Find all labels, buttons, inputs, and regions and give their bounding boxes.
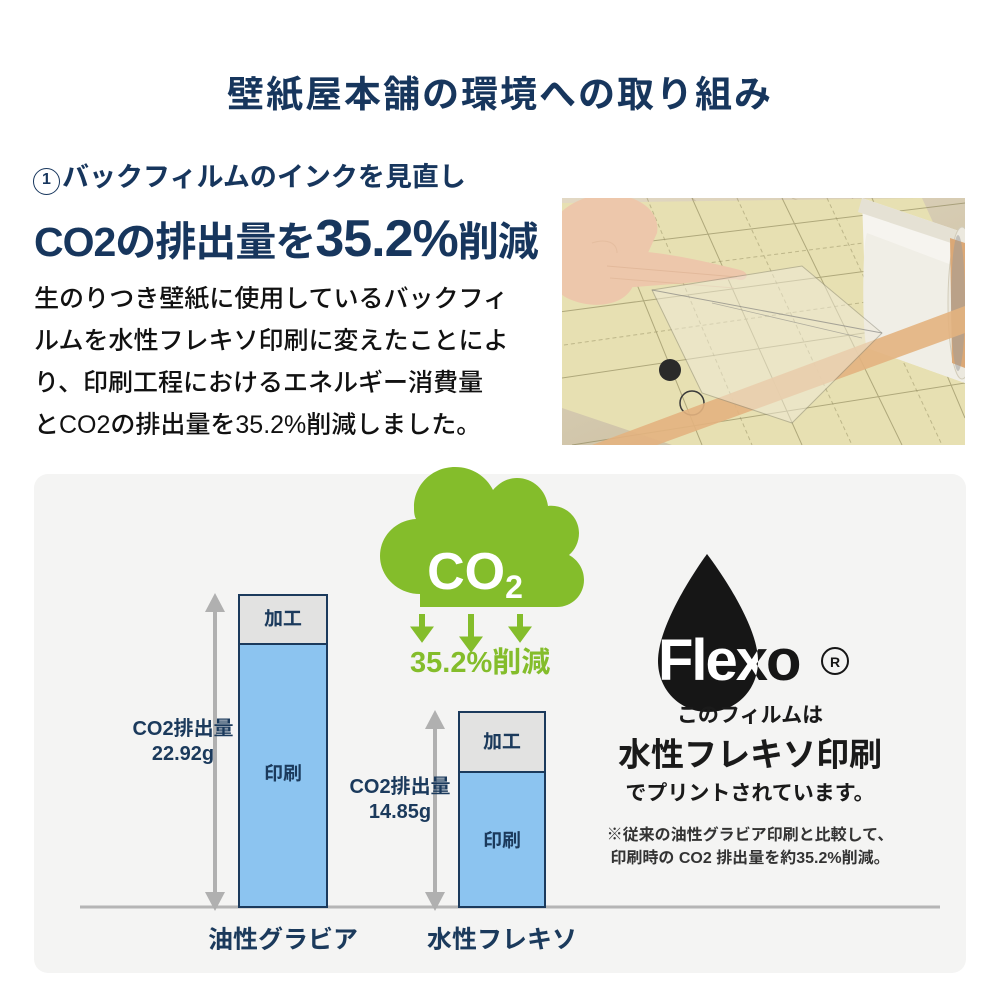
svg-text:CO2排出量: CO2排出量 <box>132 718 233 740</box>
svg-text:油性グラビア: 油性グラビア <box>208 926 358 954</box>
svg-text:35.2%削減: 35.2%削減 <box>410 647 550 679</box>
svg-text:CO2排出量: CO2排出量 <box>349 776 450 798</box>
svg-text:加工: 加工 <box>264 609 302 630</box>
svg-text:※従来の油性グラビア印刷と比較して、: ※従来の油性グラビア印刷と比較して、 <box>607 825 894 844</box>
svg-text:印刷: 印刷 <box>264 763 302 785</box>
svg-text:このフィルムは: このフィルムは <box>677 704 823 727</box>
svg-text:R: R <box>830 654 840 670</box>
svg-text:でプリントされています。: でプリントされています。 <box>625 782 874 805</box>
svg-text:加工: 加工 <box>483 732 521 753</box>
svg-text:水性フレキソ: 水性フレキソ <box>427 926 577 954</box>
svg-text:22.92g: 22.92g <box>152 743 214 765</box>
svg-text:印刷: 印刷 <box>483 830 521 852</box>
svg-text:水性フレキソ印刷: 水性フレキソ印刷 <box>618 736 882 773</box>
svg-text:印刷時の CO2 排出量を約35.2%削減。: 印刷時の CO2 排出量を約35.2%削減。 <box>610 848 889 867</box>
svg-text:14.85g: 14.85g <box>369 801 431 823</box>
